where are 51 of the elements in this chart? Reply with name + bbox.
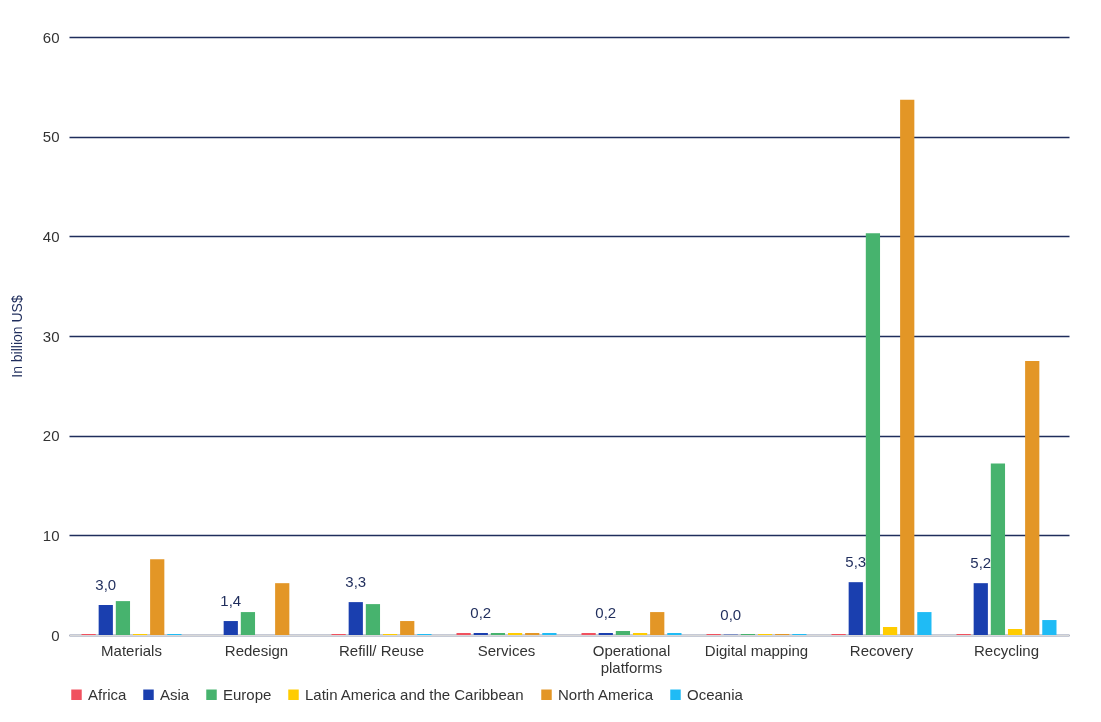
data-label: 5,3 (845, 553, 867, 571)
bar (365, 604, 381, 635)
y-tick-label: 30 (42, 327, 60, 345)
bar (1007, 629, 1023, 635)
legend-label: Europe (223, 685, 272, 703)
bar (650, 612, 665, 635)
bar (115, 601, 131, 635)
bar (223, 621, 238, 635)
data-label: 0,0 (720, 605, 742, 623)
x-tick-label: Materials (101, 641, 162, 659)
y-tick-label: 50 (42, 128, 60, 146)
legend-label: Oceania (687, 685, 744, 703)
data-label: 0,2 (595, 604, 617, 622)
y-tick-label: 40 (42, 227, 60, 245)
data-label: 0,2 (470, 604, 492, 622)
bar (882, 627, 898, 635)
data-label: 3,3 (345, 573, 367, 591)
data-label: 1,4 (220, 592, 242, 610)
x-tick-label: Redesign (224, 641, 289, 659)
legend-label: Latin America and the Caribbean (305, 685, 524, 703)
y-tick-label: 10 (42, 526, 60, 544)
bar (848, 582, 863, 635)
bar (1025, 360, 1040, 635)
bar (917, 612, 932, 635)
legend-label: Africa (88, 685, 127, 703)
x-tick-label: Digital mapping (704, 641, 809, 659)
x-tick-label: Recovery (849, 641, 914, 659)
bar (98, 605, 113, 635)
bar (615, 631, 631, 635)
bar (973, 583, 988, 635)
y-tick-label: 60 (42, 28, 60, 46)
legend-label: North America (558, 685, 654, 703)
y-tick-label: 0 (51, 626, 60, 644)
y-tick-label: 20 (42, 427, 60, 445)
data-label: 3,0 (95, 576, 117, 594)
bar (348, 602, 363, 635)
bar (900, 99, 915, 635)
x-tick-label: Recycling (973, 641, 1040, 659)
bar (150, 559, 165, 635)
bar (990, 463, 1006, 635)
bar (275, 583, 290, 635)
y-axis-title: In billion US$ (8, 295, 25, 378)
x-tick-label: Operational platforms (592, 641, 671, 676)
x-tick-label: Services (477, 641, 536, 659)
data-label: 5,2 (970, 554, 992, 572)
bar (1042, 620, 1057, 635)
bar (865, 233, 881, 635)
bar (240, 612, 256, 635)
bar (400, 621, 415, 635)
legend-label: Asia (160, 685, 190, 703)
x-tick-label: Refill/ Reuse (338, 641, 425, 659)
